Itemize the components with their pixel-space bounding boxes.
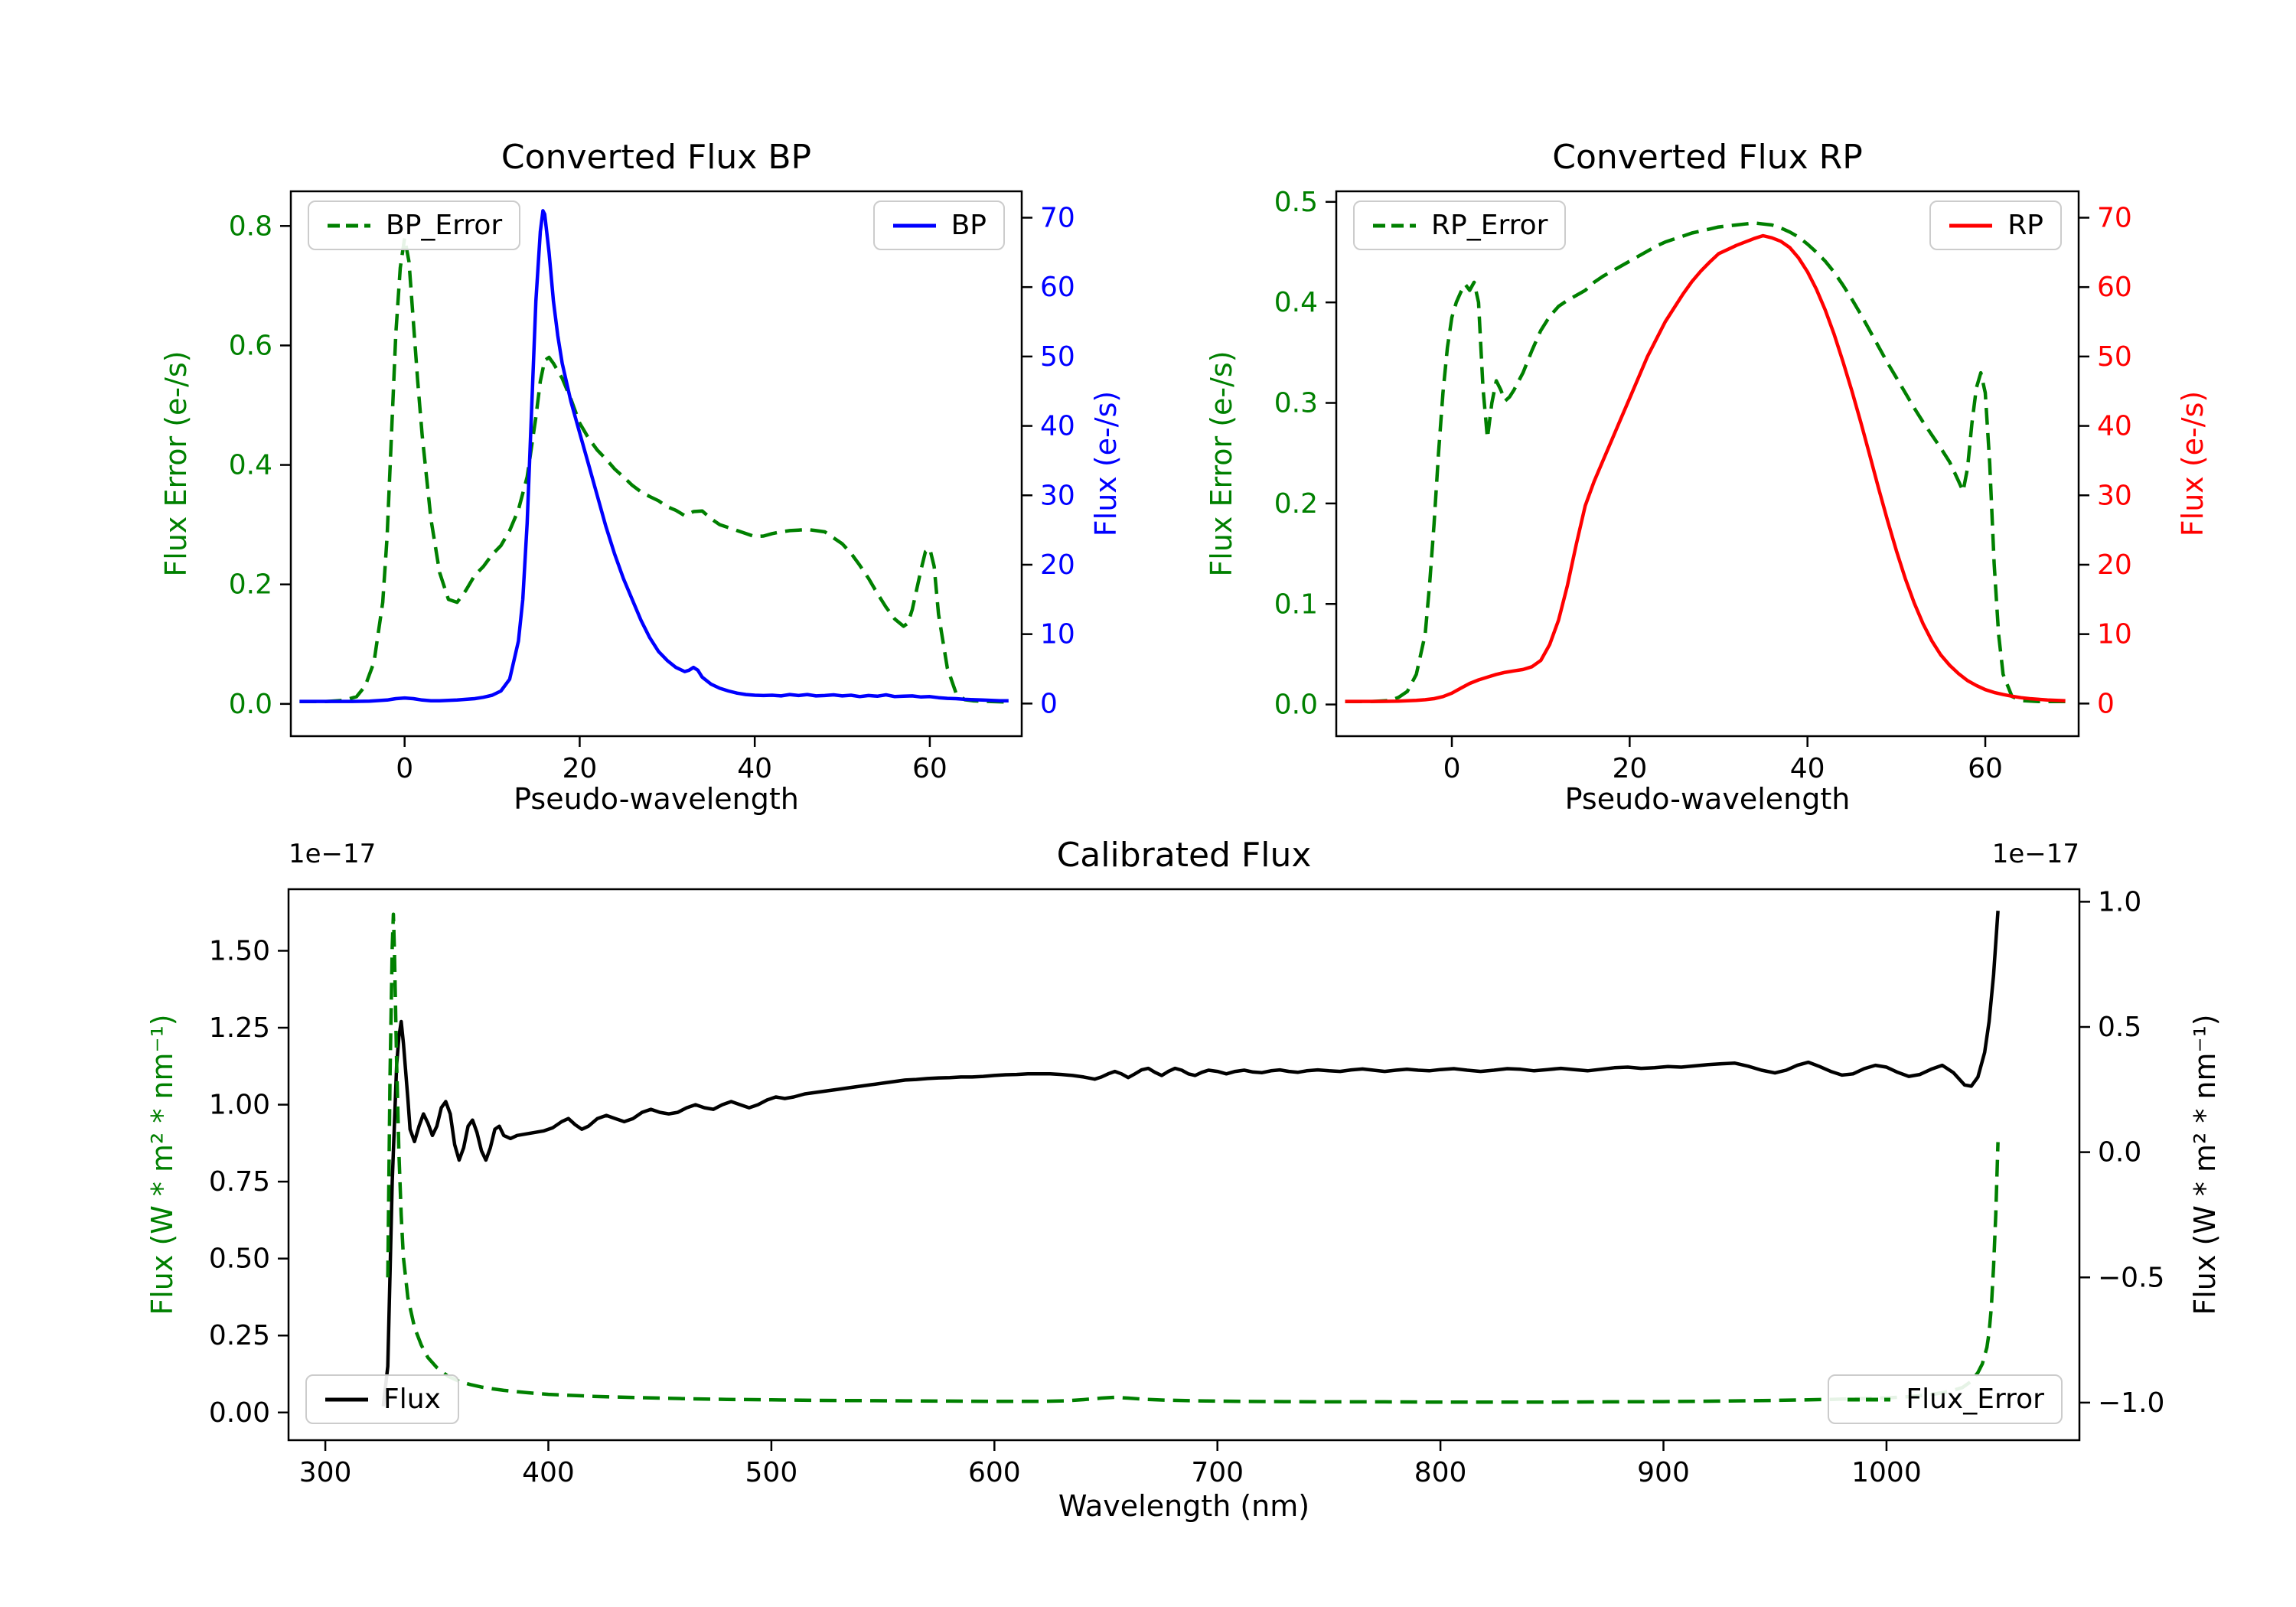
x-tick-label: 20 bbox=[1612, 753, 1647, 784]
y-tick-label-right: 70 bbox=[2097, 202, 2132, 233]
series-line-Flux_Error bbox=[386, 912, 2000, 1404]
series-line-RP_Error bbox=[1345, 221, 2066, 703]
y-tick-label-right: −0.5 bbox=[2098, 1262, 2164, 1293]
legend-label: RP_Error bbox=[1431, 210, 1548, 241]
y-tick-label-right: 50 bbox=[2097, 341, 2132, 373]
y-tick-label-left: 1.50 bbox=[209, 935, 270, 966]
x-tick-label: 40 bbox=[1790, 753, 1825, 784]
y-tick-label-left: 0.8 bbox=[229, 210, 272, 242]
y-tick-label-left: 0.4 bbox=[229, 450, 272, 481]
x-tick-label: 20 bbox=[563, 753, 598, 784]
x-tick-label: 40 bbox=[737, 753, 772, 784]
y-tick-label-left: 1.25 bbox=[209, 1012, 270, 1044]
y-tick-label-right: 30 bbox=[2097, 480, 2132, 511]
y-tick-label-right: 60 bbox=[2097, 272, 2132, 303]
x-tick-label: 0 bbox=[1443, 753, 1461, 784]
x-tick-label: 60 bbox=[1968, 753, 2003, 784]
legend-flux: Flux bbox=[305, 1374, 459, 1424]
y-tick-label-right: 50 bbox=[1040, 341, 1075, 373]
y-axis-label-rp-left: Flux Error (e-/s) bbox=[1205, 350, 1238, 577]
series-line-RP bbox=[1345, 233, 2066, 703]
x-tick-label: 60 bbox=[912, 753, 947, 784]
legend-label: Flux bbox=[383, 1384, 441, 1415]
y-tick-label-left: 0.0 bbox=[229, 689, 272, 720]
chart-title-bp: Converted Flux BP bbox=[501, 138, 812, 177]
x-tick-label: 400 bbox=[522, 1457, 575, 1488]
axis-offset-text-right: 1e−17 bbox=[1991, 839, 2079, 869]
legend-rp: RP bbox=[1929, 200, 2062, 250]
x-axis-label-rp: Pseudo-wavelength bbox=[1564, 782, 1851, 816]
y-tick-label-right: 20 bbox=[2097, 549, 2132, 581]
y-tick-label-left: 0.5 bbox=[1274, 187, 1318, 218]
x-tick-label: 600 bbox=[968, 1457, 1021, 1488]
y-tick-label-right: 60 bbox=[1040, 272, 1075, 303]
y-tick-label-right: 40 bbox=[1040, 411, 1075, 442]
y-tick-label-right: 70 bbox=[1040, 202, 1075, 233]
axes-spines bbox=[287, 888, 2081, 1442]
y-axis-label-calibrated-left: Flux (W * m² * nm⁻¹) bbox=[145, 1014, 179, 1315]
y-tick-label-right: −1.0 bbox=[2098, 1387, 2164, 1419]
y-tick-label-right: 0.0 bbox=[2098, 1137, 2141, 1169]
x-tick-label: 500 bbox=[745, 1457, 798, 1488]
legend-flux-error: Flux_Error bbox=[1828, 1374, 2063, 1424]
legend-line-sample-icon bbox=[892, 223, 936, 227]
legend-label: Flux_Error bbox=[1906, 1384, 2044, 1415]
y-tick-label-left: 0.2 bbox=[1274, 488, 1318, 520]
x-tick-label: 900 bbox=[1637, 1457, 1690, 1488]
y-tick-label-left: 0.0 bbox=[1274, 689, 1318, 721]
series-line-BP_Error bbox=[299, 236, 1009, 704]
legend-line-sample-icon bbox=[1848, 1397, 1891, 1401]
y-tick-label-left: 1.00 bbox=[209, 1090, 270, 1121]
legend-label: BP_Error bbox=[386, 210, 503, 241]
y-tick-label-right: 0.5 bbox=[2098, 1012, 2141, 1043]
y-tick-label-right: 40 bbox=[2097, 411, 2132, 442]
y-tick-label-left: 0.6 bbox=[229, 330, 272, 361]
axes-spines bbox=[289, 190, 1023, 738]
y-axis-label-rp-right: Flux (e-/s) bbox=[2176, 390, 2210, 537]
axes-spines bbox=[1335, 190, 2080, 738]
legend-rp-error: RP_Error bbox=[1353, 200, 1567, 250]
y-tick-label-left: 0.75 bbox=[209, 1166, 270, 1198]
series-line-BP bbox=[299, 209, 1009, 703]
y-tick-label-left: 0.50 bbox=[209, 1244, 270, 1275]
x-tick-label: 0 bbox=[396, 753, 413, 784]
x-tick-label: 800 bbox=[1414, 1457, 1467, 1488]
legend-bp-error: BP_Error bbox=[308, 200, 521, 250]
y-tick-label-right: 1.0 bbox=[2098, 886, 2141, 918]
y-tick-label-left: 0.2 bbox=[229, 569, 272, 601]
y-tick-label-left: 0.4 bbox=[1274, 287, 1318, 318]
series-line-Flux bbox=[381, 911, 2000, 1407]
legend-label: RP bbox=[2007, 210, 2043, 241]
y-tick-label-right: 20 bbox=[1040, 549, 1075, 581]
x-tick-label: 300 bbox=[299, 1457, 352, 1488]
legend-label: BP bbox=[951, 210, 987, 241]
y-axis-label-bp-right: Flux (e-/s) bbox=[1089, 390, 1123, 537]
y-tick-label-left: 0.00 bbox=[209, 1397, 270, 1429]
chart-title-calibrated: Calibrated Flux bbox=[1056, 836, 1312, 875]
legend-bp: BP bbox=[872, 200, 1005, 250]
y-tick-label-right: 10 bbox=[1040, 619, 1075, 650]
y-axis-label-bp-left: Flux Error (e-/s) bbox=[159, 350, 193, 577]
legend-line-sample-icon bbox=[1949, 223, 1993, 227]
x-tick-label: 700 bbox=[1191, 1457, 1244, 1488]
chart-title-rp: Converted Flux RP bbox=[1552, 138, 1863, 177]
x-tick-label: 1000 bbox=[1851, 1457, 1922, 1488]
y-tick-label-left: 0.3 bbox=[1274, 388, 1318, 419]
y-tick-label-right: 30 bbox=[1040, 480, 1075, 511]
x-axis-label-bp: Pseudo-wavelength bbox=[514, 782, 799, 816]
legend-line-sample-icon bbox=[1373, 223, 1416, 227]
y-tick-label-left: 0.25 bbox=[209, 1320, 270, 1351]
axis-offset-text-left: 1e−17 bbox=[289, 839, 377, 869]
y-tick-label-left: 0.1 bbox=[1274, 588, 1318, 620]
legend-line-sample-icon bbox=[325, 1397, 368, 1401]
y-axis-label-calibrated-right: Flux (W * m² * nm⁻¹) bbox=[2188, 1014, 2222, 1315]
y-tick-label-right: 10 bbox=[2097, 619, 2132, 650]
y-tick-label-right: 0 bbox=[1040, 688, 1058, 719]
x-axis-label-calibrated: Wavelength (nm) bbox=[1058, 1489, 1310, 1523]
y-tick-label-right: 0 bbox=[2097, 688, 2115, 719]
legend-line-sample-icon bbox=[328, 223, 370, 227]
